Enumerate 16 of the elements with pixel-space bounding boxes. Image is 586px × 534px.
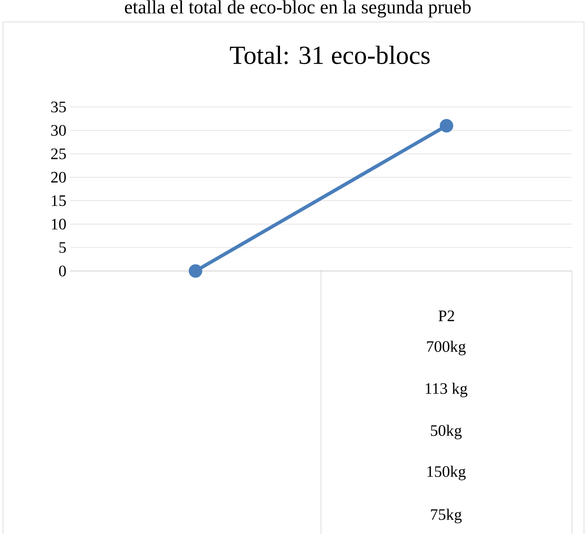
chart-title: Total: 31 eco-blocs: [230, 46, 430, 64]
text: 150kg: [427, 466, 466, 480]
y-tick-label: 25: [51, 148, 66, 160]
x-tick-label: P2: [438, 310, 454, 322]
y-tick-label: 0: [59, 266, 66, 276]
text: 700kg: [427, 340, 466, 356]
y-tick-label: 15: [52, 195, 66, 206]
y-tick-label: 5: [59, 242, 66, 253]
text: etalla el total de eco-bloc en la segunda prueb: [124, 0, 471, 18]
y-tick-label: 30: [51, 125, 66, 136]
text: 75kg: [431, 508, 462, 524]
text: 113 kg: [426, 382, 468, 398]
text: 50kg: [430, 424, 462, 440]
y-tick-label: 10: [52, 218, 66, 230]
y-tick-label: 20: [51, 172, 66, 183]
y-tick-label: 35: [51, 102, 66, 112]
